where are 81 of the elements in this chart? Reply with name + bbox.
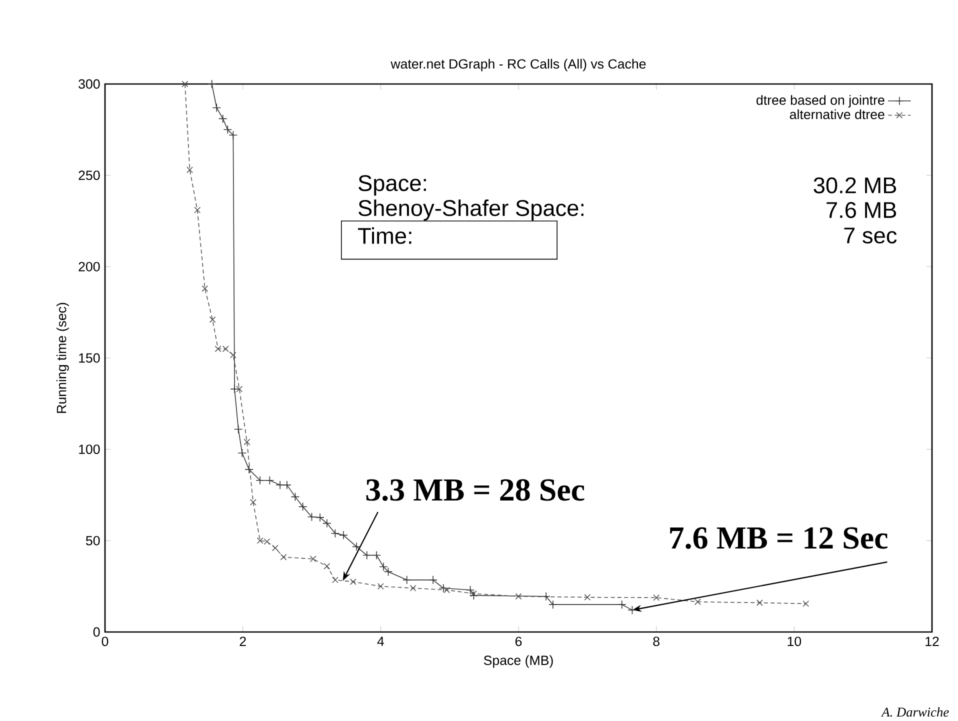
point — [377, 583, 384, 590]
point — [542, 592, 550, 601]
point — [653, 594, 660, 601]
annotation: Time: — [358, 227, 412, 244]
point — [428, 576, 438, 584]
x-tick-label: 0 — [102, 636, 108, 646]
point — [310, 556, 316, 562]
point — [339, 530, 348, 540]
point — [322, 518, 332, 528]
point — [330, 528, 340, 538]
point — [802, 600, 810, 607]
point — [402, 576, 412, 584]
text: A. Darwiche — [880, 707, 949, 717]
point — [324, 563, 330, 570]
point — [617, 600, 626, 609]
y-tick-label: 0 — [93, 627, 100, 637]
x-tick-label: 4 — [377, 636, 384, 646]
point — [410, 584, 416, 592]
point — [438, 584, 448, 593]
point — [515, 593, 522, 600]
x-tick-label: 6 — [515, 636, 522, 646]
point — [238, 448, 247, 458]
annotation: Shenoy-Shafer Space: — [358, 199, 584, 221]
chart-title: water.net DGraph - RC Calls (All) vs Cache — [390, 58, 646, 72]
y-tick-label: 250 — [78, 170, 100, 180]
y-tick-label: 150 — [79, 353, 100, 363]
point — [230, 352, 236, 358]
point — [182, 80, 188, 88]
point — [350, 578, 356, 585]
point — [280, 554, 287, 560]
point — [307, 512, 316, 522]
y-tick-label: 50 — [86, 536, 100, 546]
point — [230, 384, 239, 394]
point — [548, 600, 558, 609]
point — [207, 80, 216, 88]
point — [584, 594, 591, 601]
y-tick-label: 100 — [79, 444, 100, 454]
point — [256, 476, 264, 485]
point — [282, 480, 292, 490]
point — [756, 600, 763, 606]
y-tick-label: 300 — [78, 79, 100, 89]
point — [444, 586, 450, 594]
annotation: Space: — [358, 175, 426, 196]
y-tick-label: 200 — [78, 262, 100, 272]
annotation: 7.6 MB = 12 Sec — [670, 527, 888, 549]
point — [218, 114, 228, 124]
annotation: 7 sec — [844, 228, 897, 244]
point — [234, 424, 243, 434]
point — [272, 544, 278, 552]
point — [372, 550, 381, 560]
point — [209, 316, 216, 323]
y-axis-title: Running time (sec) — [56, 302, 69, 413]
x-axis-title: Space (MB) — [484, 655, 553, 668]
annotation: 3.3 MB = 28 Sec — [366, 479, 584, 501]
point — [362, 550, 372, 560]
x-tick-label: 10 — [788, 636, 802, 646]
legend-label: dtree based on jointre — [756, 95, 884, 108]
point — [244, 465, 254, 474]
point — [244, 438, 250, 446]
point — [694, 598, 701, 606]
point — [352, 542, 361, 552]
point — [316, 513, 324, 522]
legend-label: alternative dtree — [790, 109, 884, 120]
x-tick-label: 8 — [653, 636, 660, 646]
point — [298, 502, 308, 512]
point — [236, 386, 243, 392]
point — [202, 285, 208, 292]
point — [332, 576, 338, 584]
x-tick-label: 12 — [926, 636, 939, 646]
point — [250, 499, 256, 506]
point — [628, 606, 637, 614]
annotation: 7.6 MB — [826, 202, 896, 218]
point — [186, 166, 194, 174]
annotation: 30.2 MB — [814, 177, 896, 194]
point — [276, 480, 284, 490]
point — [290, 492, 300, 502]
point — [470, 590, 477, 597]
x-tick-label: 2 — [240, 636, 246, 646]
point — [194, 206, 201, 214]
point — [265, 476, 274, 485]
point — [212, 103, 222, 112]
